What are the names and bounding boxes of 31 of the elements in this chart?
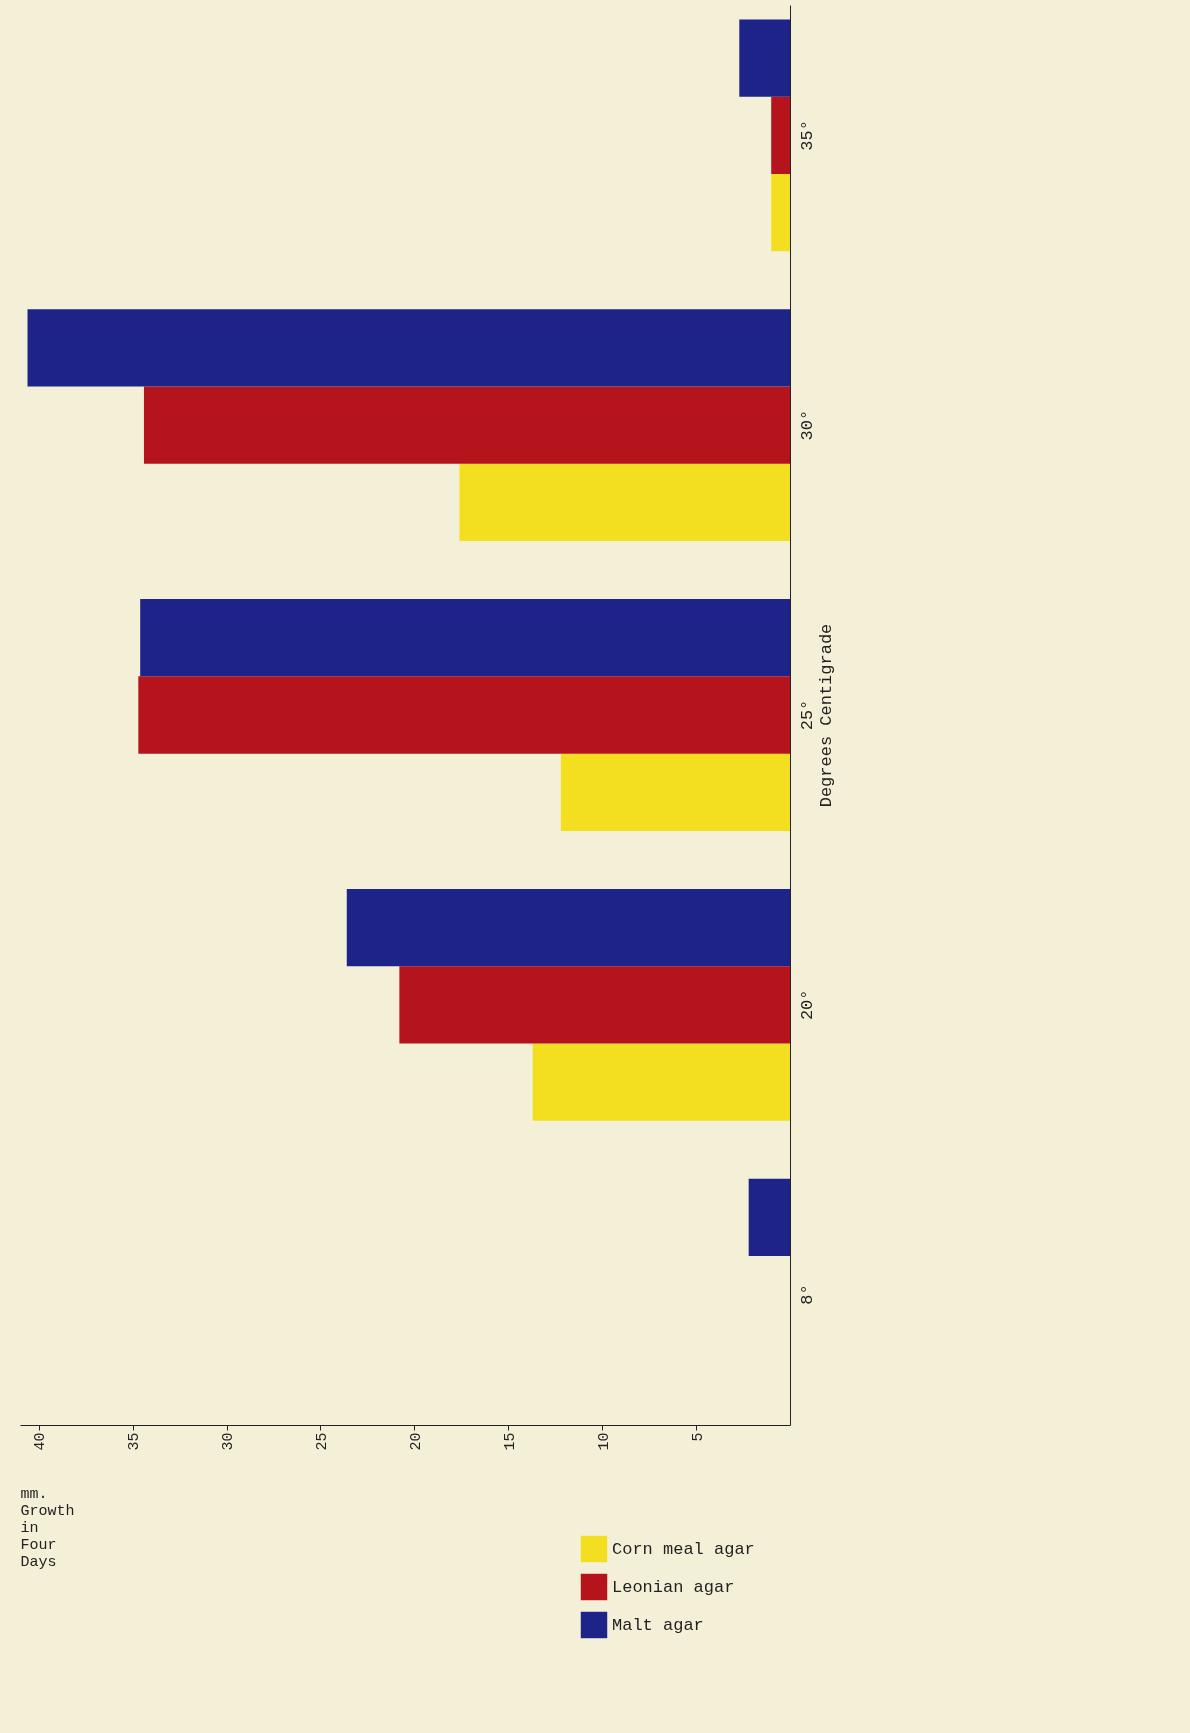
x-tick-label: 30	[220, 1432, 238, 1451]
x-axis-title: mm. Growth in Four Days	[20, 1485, 75, 1571]
y-tick-label: 25°	[797, 699, 817, 731]
x-tick-label: 40	[32, 1432, 50, 1451]
legend-label: Malt agar	[612, 1616, 704, 1635]
x-tick-label: 15	[501, 1432, 519, 1451]
y-tick-label: 8°	[797, 1284, 817, 1305]
x-tick-label: 10	[595, 1432, 613, 1451]
bar	[771, 174, 790, 252]
y-tick-label: 30°	[797, 409, 817, 441]
y-tick-label: 20°	[797, 989, 817, 1021]
bar	[346, 888, 790, 967]
bar	[459, 463, 790, 542]
x-tick-label: 20	[407, 1432, 425, 1451]
bar	[748, 1178, 790, 1256]
y-tick-label: 35°	[797, 120, 817, 151]
bar	[27, 309, 790, 387]
x-tick-label: 25	[313, 1432, 331, 1451]
bar	[560, 753, 790, 831]
bar	[143, 386, 790, 464]
y-axis-title: Degrees Centigrade	[816, 623, 836, 808]
bar	[399, 966, 790, 1044]
x-tick-label: 35	[126, 1432, 144, 1451]
bar	[771, 96, 790, 175]
bar	[532, 1043, 790, 1121]
x-tick-label: 5	[689, 1432, 707, 1442]
bar	[739, 19, 790, 97]
legend-label: Leonian agar	[612, 1578, 735, 1597]
bar	[140, 599, 790, 677]
legend-label: Corn meal agar	[612, 1540, 755, 1559]
bar	[138, 676, 790, 754]
